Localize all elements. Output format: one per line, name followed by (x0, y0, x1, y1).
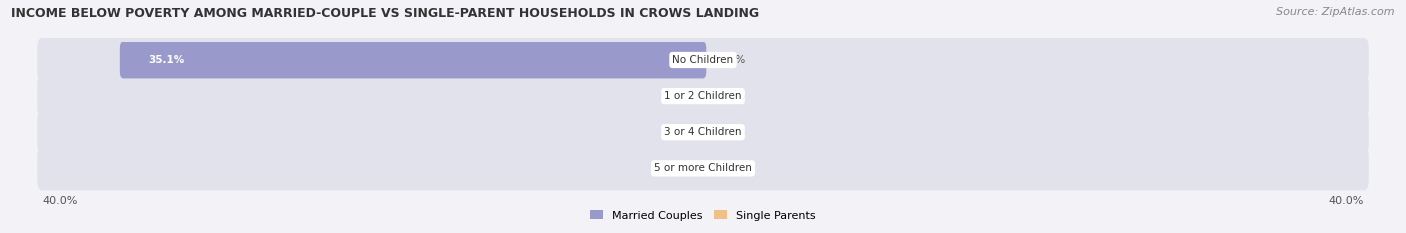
Text: 40.0%: 40.0% (42, 196, 77, 206)
Text: 3 or 4 Children: 3 or 4 Children (664, 127, 742, 137)
Text: 0.0%: 0.0% (661, 91, 686, 101)
Text: 0.0%: 0.0% (720, 163, 745, 173)
Text: 40.0%: 40.0% (1329, 196, 1364, 206)
Text: 0.0%: 0.0% (661, 163, 686, 173)
Text: Source: ZipAtlas.com: Source: ZipAtlas.com (1277, 7, 1395, 17)
FancyBboxPatch shape (120, 41, 706, 79)
FancyBboxPatch shape (37, 146, 1369, 190)
FancyBboxPatch shape (37, 110, 1369, 154)
Text: 0.0%: 0.0% (661, 127, 686, 137)
FancyBboxPatch shape (37, 38, 1369, 82)
Text: 0.0%: 0.0% (720, 127, 745, 137)
Text: 0.0%: 0.0% (720, 91, 745, 101)
Text: INCOME BELOW POVERTY AMONG MARRIED-COUPLE VS SINGLE-PARENT HOUSEHOLDS IN CROWS L: INCOME BELOW POVERTY AMONG MARRIED-COUPL… (11, 7, 759, 20)
Text: 35.1%: 35.1% (148, 55, 184, 65)
Text: 0.0%: 0.0% (720, 55, 745, 65)
Legend: Married Couples, Single Parents: Married Couples, Single Parents (586, 206, 820, 225)
FancyBboxPatch shape (37, 74, 1369, 118)
Text: 5 or more Children: 5 or more Children (654, 163, 752, 173)
Text: No Children: No Children (672, 55, 734, 65)
Text: 1 or 2 Children: 1 or 2 Children (664, 91, 742, 101)
